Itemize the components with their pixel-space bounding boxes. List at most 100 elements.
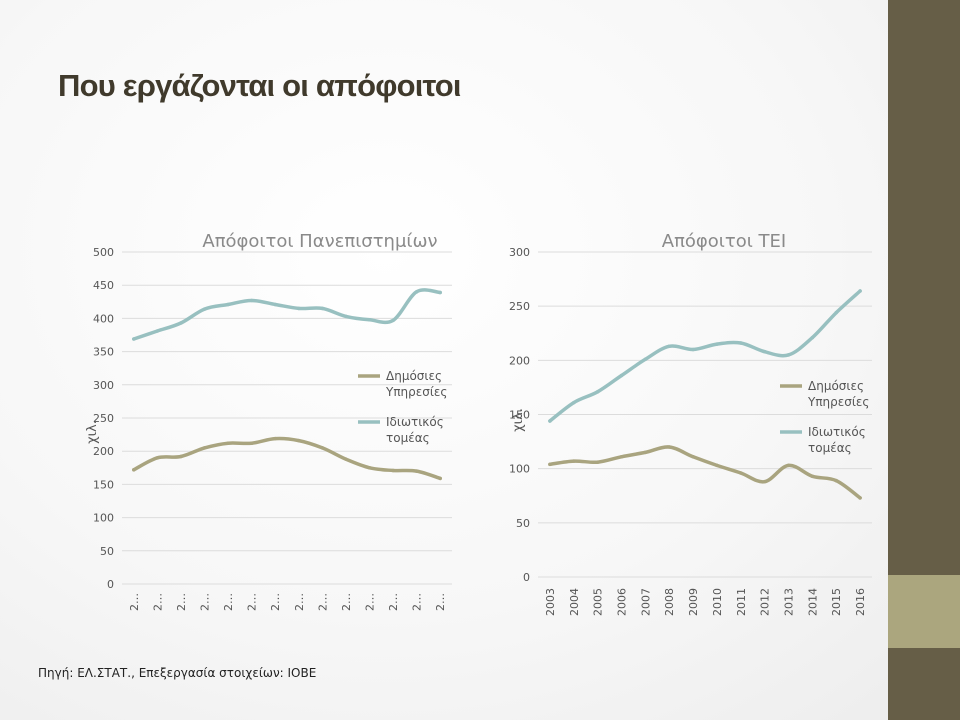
data-point-public-services — [438, 476, 442, 481]
y-tick-label: 150 — [93, 478, 114, 491]
y-tick-label: 200 — [93, 445, 114, 458]
x-tick-label: 2… — [246, 593, 259, 611]
x-tick-label: 2… — [222, 593, 235, 611]
x-tick-label: 2014 — [806, 588, 819, 616]
data-point-private-sector — [715, 342, 719, 346]
x-tick-label: 2… — [387, 593, 400, 611]
data-point-public-services — [834, 478, 838, 483]
data-point-private-sector — [179, 321, 183, 325]
y-tick-label: 300 — [509, 246, 530, 259]
data-point-public-services — [548, 462, 552, 467]
y-tick-label: 100 — [93, 512, 114, 525]
data-point-private-sector — [414, 290, 419, 294]
data-point-private-sector — [858, 289, 862, 293]
data-point-public-services — [643, 450, 648, 455]
data-point-public-services — [572, 459, 576, 463]
legend-label-public-services: Δημόσιες Υπηρεσίες — [385, 369, 447, 399]
x-tick-label: 2008 — [663, 588, 676, 616]
data-point-public-services — [320, 446, 325, 450]
y-tick-label: 450 — [93, 279, 114, 292]
data-point-public-services — [249, 441, 254, 445]
data-point-private-sector — [202, 307, 207, 311]
y-tick-label: 150 — [509, 409, 530, 422]
data-point-public-services — [715, 463, 719, 468]
x-tick-label: 2… — [199, 593, 212, 611]
x-tick-label: 2… — [175, 593, 188, 611]
data-point-public-services — [858, 496, 862, 500]
x-tick-label: 2009 — [687, 588, 700, 616]
x-tick-label: 2007 — [639, 588, 652, 616]
chart-title: Απόφοιτοι Πανεπιστημίων — [202, 231, 437, 252]
x-tick-label: 2012 — [759, 588, 772, 616]
x-tick-label: 2… — [434, 593, 447, 611]
data-point-private-sector — [132, 337, 136, 341]
tei-series-line-public-services — [548, 445, 862, 500]
data-point-private-sector — [391, 318, 395, 323]
data-point-public-services — [667, 445, 671, 449]
data-point-private-sector — [344, 314, 348, 319]
x-tick-label: 2… — [411, 593, 424, 611]
tei-series-line-private-sector — [548, 289, 862, 423]
y-tick-label: 500 — [93, 246, 114, 259]
data-point-public-services — [367, 466, 372, 470]
legend-label-private-sector: Ιδιωτικός τομέας — [808, 425, 866, 455]
y-tick-label: 300 — [93, 379, 114, 392]
x-tick-label: 2003 — [544, 588, 557, 616]
x-tick-label: 2005 — [592, 588, 605, 616]
x-tick-label: 2015 — [830, 588, 843, 616]
data-point-public-services — [344, 457, 348, 461]
data-point-private-sector — [667, 344, 671, 348]
x-tick-label: 2016 — [854, 588, 867, 616]
data-point-private-sector — [548, 419, 552, 423]
data-point-public-services — [810, 474, 815, 478]
data-point-private-sector — [320, 306, 325, 311]
data-point-public-services — [132, 468, 136, 472]
data-point-private-sector — [619, 373, 624, 378]
y-axis-label: χιλ. — [85, 420, 100, 444]
legend-label-public-services: Δημόσιες Υπηρεσίες — [807, 379, 869, 409]
x-tick-label: 2… — [128, 593, 141, 611]
data-point-private-sector — [643, 357, 648, 361]
data-point-private-sector — [595, 390, 600, 394]
source-note: Πηγή: ΕΛ.ΣΤΑΤ., Επεξεργασία στοιχείων: Ι… — [38, 666, 317, 680]
data-point-private-sector — [438, 290, 442, 295]
data-point-public-services — [619, 455, 624, 459]
data-point-private-sector — [249, 298, 254, 303]
y-tick-label: 50 — [100, 545, 114, 558]
y-tick-label: 250 — [509, 300, 530, 313]
legend-label-private-sector: Ιδιωτικός τομέας — [386, 415, 444, 445]
x-tick-label: 2… — [340, 593, 353, 611]
data-point-public-services — [786, 463, 791, 468]
y-tick-label: 0 — [523, 571, 530, 584]
y-tick-label: 250 — [93, 412, 114, 425]
x-tick-label: 2… — [269, 593, 282, 611]
x-tick-label: 2004 — [568, 588, 581, 616]
x-tick-label: 2010 — [711, 588, 724, 616]
data-point-private-sector — [810, 335, 815, 340]
data-point-private-sector — [273, 302, 277, 307]
y-tick-label: 400 — [93, 312, 114, 325]
data-point-public-services — [202, 446, 207, 450]
y-tick-label: 50 — [516, 517, 530, 530]
data-point-private-sector — [572, 400, 576, 405]
uni-series-line-public-services — [132, 436, 442, 481]
y-axis-label: χιλ. — [511, 408, 526, 432]
data-point-public-services — [155, 456, 160, 460]
x-tick-label: 2… — [316, 593, 329, 611]
data-point-private-sector — [155, 329, 160, 333]
x-tick-label: 2013 — [783, 588, 796, 616]
data-point-private-sector — [834, 310, 838, 315]
data-point-public-services — [414, 469, 419, 473]
x-tick-label: 2011 — [735, 588, 748, 616]
data-point-public-services — [595, 460, 600, 464]
data-point-private-sector — [786, 353, 791, 357]
data-point-public-services — [297, 438, 301, 443]
uni-series-line-private-sector — [132, 288, 442, 341]
y-tick-label: 350 — [93, 346, 114, 359]
chart-title: Απόφοιτοι ΤΕΙ — [662, 231, 786, 252]
x-tick-label: 2006 — [616, 588, 629, 616]
y-tick-label: 200 — [509, 354, 530, 367]
y-tick-label: 0 — [107, 578, 114, 591]
data-point-public-services — [391, 468, 395, 473]
data-point-private-sector — [226, 302, 230, 307]
